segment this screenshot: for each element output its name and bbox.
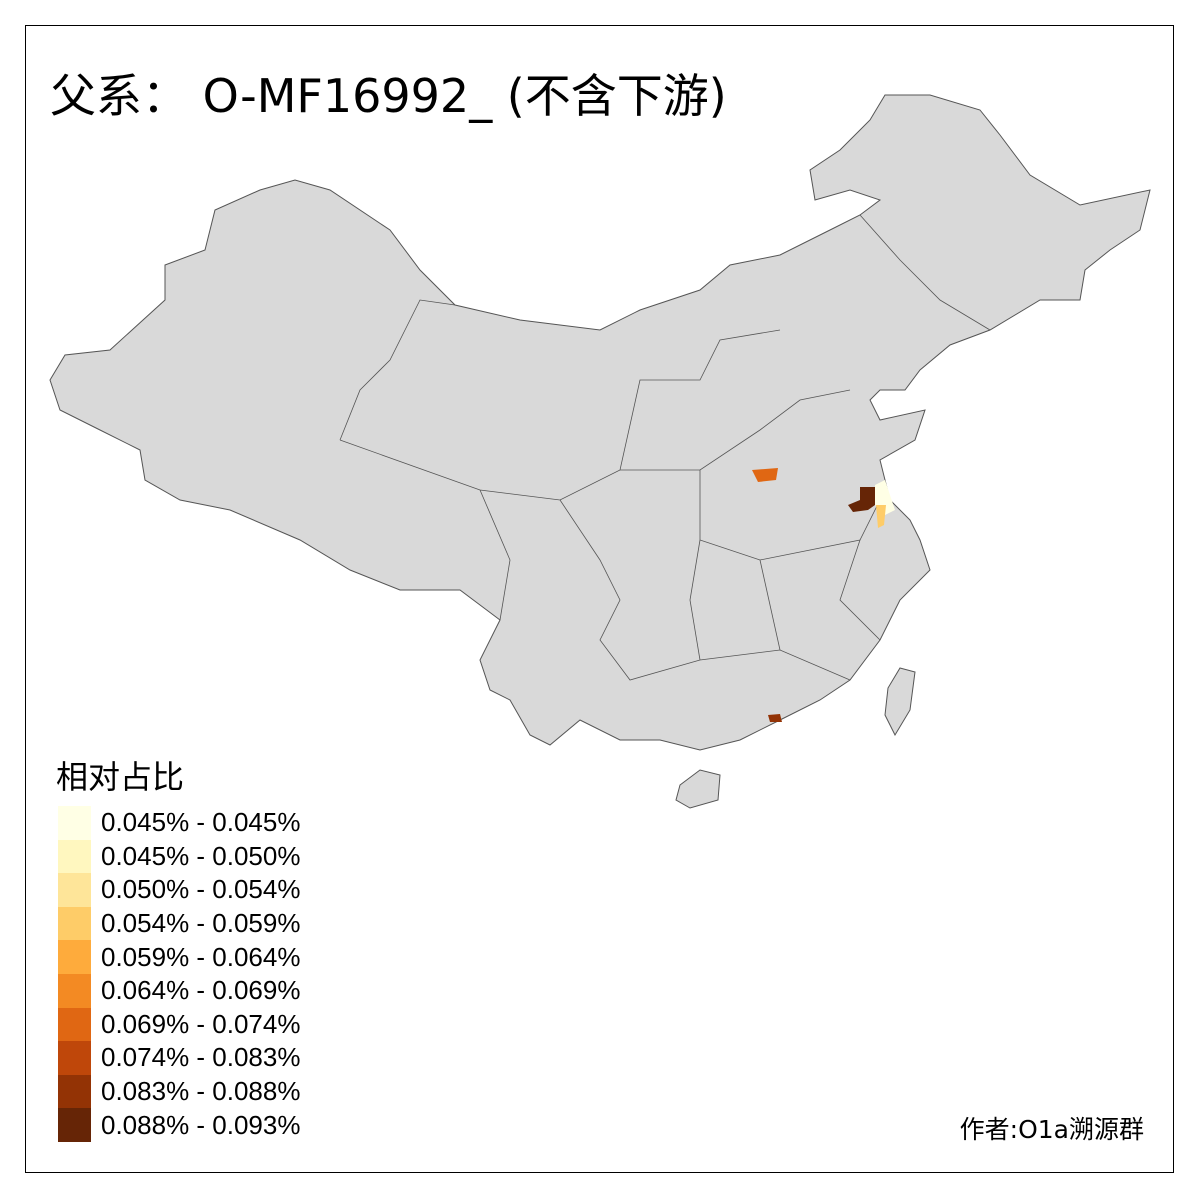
legend-swatch bbox=[58, 873, 91, 907]
legend-item: 0.069% - 0.074% bbox=[58, 1007, 301, 1042]
legend-swatch bbox=[58, 839, 91, 874]
region-054-059 bbox=[876, 505, 886, 528]
legend-label: 0.069% - 0.074% bbox=[101, 1008, 301, 1039]
region-088-093 bbox=[848, 487, 875, 512]
legend-swatch bbox=[58, 1041, 91, 1075]
hainan-region bbox=[675, 769, 721, 809]
taiwan-region bbox=[884, 667, 916, 737]
legend-label: 0.074% - 0.083% bbox=[101, 1042, 301, 1073]
map-title: 父系： O-MF16992_ (不含下游) bbox=[50, 69, 727, 123]
legend-label: 0.088% - 0.093% bbox=[101, 1109, 301, 1140]
province-borders bbox=[339, 214, 991, 681]
legend-item: 0.083% - 0.088% bbox=[58, 1074, 301, 1109]
legend-swatch bbox=[58, 1007, 91, 1042]
legend-swatch bbox=[58, 1074, 91, 1109]
legend-label: 0.083% - 0.088% bbox=[101, 1076, 301, 1107]
region-069-074 bbox=[752, 468, 778, 482]
legend-label: 0.059% - 0.064% bbox=[101, 941, 301, 972]
legend-item: 0.045% - 0.045% bbox=[58, 806, 300, 840]
legend-swatch bbox=[58, 1108, 91, 1142]
legend-item: 0.064% - 0.069% bbox=[58, 973, 301, 1008]
highlighted-regions bbox=[752, 468, 895, 722]
legend-item: 0.045% - 0.050% bbox=[58, 839, 301, 874]
legend-swatch bbox=[58, 973, 91, 1008]
legend-label: 0.050% - 0.054% bbox=[101, 874, 301, 905]
legend-item: 0.074% - 0.083% bbox=[58, 1041, 300, 1075]
legend-swatch bbox=[58, 906, 91, 941]
legend-label: 0.054% - 0.059% bbox=[101, 908, 301, 939]
legend-label: 0.064% - 0.069% bbox=[101, 975, 301, 1006]
legend-swatch bbox=[58, 940, 91, 974]
legend-item: 0.054% - 0.059% bbox=[58, 906, 301, 941]
map-frame bbox=[25, 25, 1174, 1173]
legend-title: 相对占比 bbox=[56, 758, 185, 796]
legend-item: 0.088% - 0.093% bbox=[58, 1108, 300, 1142]
region-083-088 bbox=[768, 714, 782, 722]
legend-label: 0.045% - 0.045% bbox=[101, 807, 301, 838]
legend-swatch bbox=[58, 806, 91, 840]
legend: 0.045% - 0.045% 0.045% - 0.050% 0.050% - 0… bbox=[58, 806, 300, 1142]
legend-item: 0.050% - 0.054% bbox=[58, 873, 300, 907]
legend-item: 0.059% - 0.064% bbox=[58, 940, 300, 974]
mainland-region bbox=[49, 94, 1151, 751]
author-credit: 作者:O1a溯源群 bbox=[959, 1115, 1144, 1144]
legend-label: 0.045% - 0.050% bbox=[101, 840, 301, 871]
